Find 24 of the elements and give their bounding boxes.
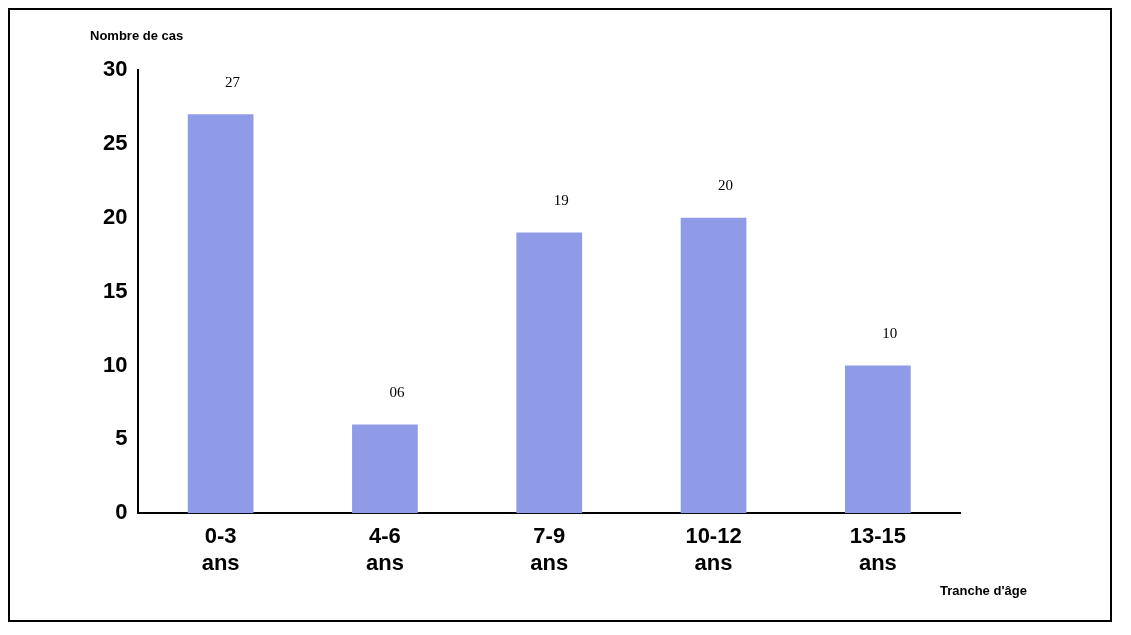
- y-tick-label: 5: [115, 425, 128, 451]
- x-tick-label: 10-12 ans: [685, 523, 742, 575]
- x-axis-title: Tranche d'âge: [940, 583, 1027, 598]
- y-axis-title: Nombre de cas: [90, 28, 184, 43]
- y-tick-label: 20: [102, 203, 128, 229]
- y-tick-label: 15: [102, 277, 128, 303]
- x-tick-label: 4-6 ans: [365, 523, 404, 575]
- bar: [844, 365, 911, 514]
- bar: [516, 232, 583, 514]
- bar: [187, 114, 254, 514]
- x-tick-label: 13-15 ans: [849, 523, 906, 575]
- y-tick-label: 0: [115, 499, 128, 525]
- data-label: 10: [882, 324, 898, 341]
- x-tick-label: 7-9 ans: [530, 523, 569, 575]
- y-tick-label: 25: [102, 129, 128, 155]
- x-tick-label: 0-3 ans: [201, 523, 240, 575]
- data-label: 27: [225, 73, 241, 90]
- y-tick-label: 10: [102, 351, 128, 377]
- bar: [352, 424, 418, 514]
- y-tick-label: 30: [102, 56, 128, 82]
- data-label: 20: [718, 177, 734, 194]
- data-label: 19: [553, 191, 569, 208]
- bar: [680, 217, 747, 514]
- data-label: 06: [389, 384, 405, 400]
